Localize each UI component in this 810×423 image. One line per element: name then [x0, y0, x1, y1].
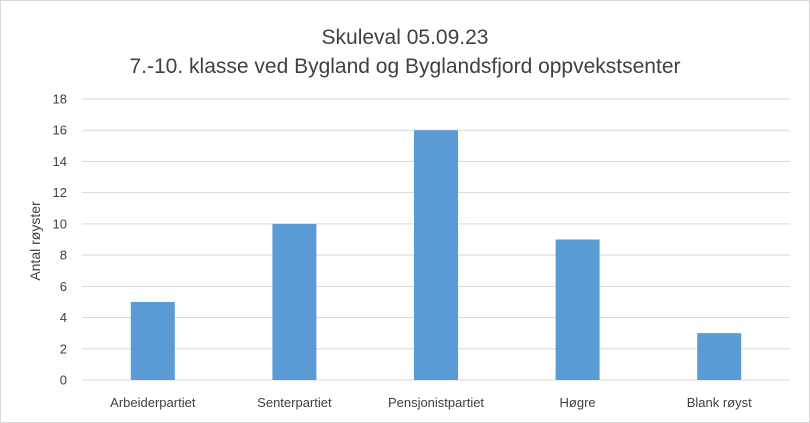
x-tick-label: Arbeiderpartiet: [110, 395, 196, 410]
y-tick-label: 6: [60, 279, 67, 294]
y-tick-label: 12: [53, 185, 67, 200]
y-tick-labels: 0 2 4 6 8 10 12 14 16 18: [53, 92, 67, 388]
bar: [272, 223, 317, 380]
bars: [130, 130, 742, 380]
bar: [414, 130, 458, 380]
y-tick-label: 14: [53, 154, 67, 169]
x-tick-label: Blank røyst: [687, 395, 752, 410]
y-tick-label: 2: [60, 341, 67, 356]
y-tick-label: 10: [53, 216, 67, 231]
x-tick-labels: Arbeiderpartiet Senterpartiet Pensjonistpa…: [110, 395, 752, 410]
chart-subtitle: 7.-10. klasse ved Bygland og Byglandsfjo…: [129, 55, 681, 78]
x-tick-label: Pensjonistpartiet: [388, 395, 484, 410]
y-tick-label: 4: [60, 310, 67, 325]
bar: [697, 333, 742, 380]
y-tick-label: 18: [53, 92, 67, 107]
y-tick-label: 0: [60, 373, 67, 388]
y-tick-label: 16: [53, 123, 67, 138]
x-tick-label: Senterpartiet: [257, 395, 332, 410]
chart-title: Skuleval 05.09.23: [321, 26, 489, 49]
y-tick-label: 8: [60, 248, 67, 263]
x-tick-label: Høgre: [560, 395, 596, 410]
bar: [555, 239, 600, 380]
bar: [130, 301, 175, 380]
